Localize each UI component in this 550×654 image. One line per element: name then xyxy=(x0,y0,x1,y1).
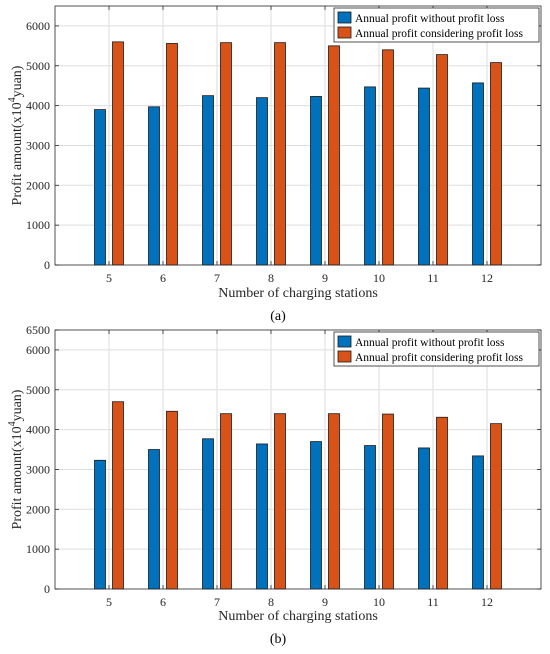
bar-without-loss xyxy=(94,109,106,266)
bar-considering-loss xyxy=(220,413,232,590)
bar-without-loss xyxy=(364,445,376,590)
bar-considering-loss xyxy=(328,413,340,590)
chart-b: 0 1000 2000 3000 4000 5000 6000 6500 5 6 7 8 9 10 11 12… xyxy=(7,323,542,647)
y-tick-label: 6500 xyxy=(26,323,50,337)
x-tick-label: 9 xyxy=(322,271,328,285)
x-tick-label: 9 xyxy=(322,595,328,609)
legend-label-considering-loss: Annual profit considering profit loss xyxy=(355,352,524,364)
y-axis-label-prefix: Profit amount(x10 xyxy=(10,426,25,529)
bar-considering-loss xyxy=(166,43,178,266)
bar-without-loss xyxy=(148,449,160,590)
bar-considering-loss xyxy=(436,54,448,266)
x-tick-label: 8 xyxy=(268,271,274,285)
y-tick-label: 1000 xyxy=(26,542,50,556)
bar-considering-loss xyxy=(112,41,124,266)
y-axis-label: Profit amount(x104yuan) xyxy=(7,389,25,529)
x-axis-label: Number of charging stations xyxy=(218,609,378,624)
x-tick-label: 8 xyxy=(268,595,274,609)
bar-without-loss xyxy=(418,447,430,590)
bar-considering-loss xyxy=(382,49,394,266)
y-tick-label: 6000 xyxy=(26,19,50,33)
legend-swatch-without-loss xyxy=(337,335,352,348)
x-tick-label: 12 xyxy=(481,271,493,285)
legend-swatch-considering-loss xyxy=(337,350,352,363)
bar-without-loss xyxy=(256,97,268,266)
legend: Annual profit without profit loss Annual … xyxy=(333,7,540,43)
y-tick-label: 2000 xyxy=(26,502,50,516)
bar-considering-loss xyxy=(166,410,178,590)
bar-without-loss xyxy=(472,455,484,590)
plot-area xyxy=(55,330,541,589)
y-tick-label: 5000 xyxy=(26,59,50,73)
bar-considering-loss xyxy=(328,45,340,266)
bar-without-loss xyxy=(256,443,268,590)
bar-without-loss xyxy=(310,96,322,266)
legend: Annual profit without profit loss Annual … xyxy=(333,331,540,367)
bar-without-loss xyxy=(418,87,430,266)
bar-considering-loss xyxy=(436,416,448,590)
y-tick-label: 3000 xyxy=(26,138,50,152)
plot-area xyxy=(55,6,541,265)
y-axis-label: Profit amount(x104yuan) xyxy=(7,65,25,205)
y-axis-label-prefix: Profit amount(x10 xyxy=(10,102,25,205)
x-tick-label: 11 xyxy=(427,271,439,285)
y-axis-label-exponent: 4 xyxy=(7,97,18,102)
panel-caption: (a) xyxy=(270,309,286,324)
y-axis-label-exponent: 4 xyxy=(7,421,18,426)
legend-swatch-considering-loss xyxy=(337,26,352,39)
axes-box xyxy=(54,5,542,266)
x-tick-label: 6 xyxy=(160,271,166,285)
x-tick-label: 5 xyxy=(106,595,112,609)
x-tick-label: 7 xyxy=(214,595,220,609)
bar-considering-loss xyxy=(274,42,286,266)
bar-without-loss xyxy=(472,82,484,266)
y-tick-label: 6000 xyxy=(26,343,50,357)
x-tick-label: 11 xyxy=(427,595,439,609)
y-tick-label: 0 xyxy=(44,258,50,272)
bar-considering-loss xyxy=(382,413,394,590)
bar-considering-loss xyxy=(274,413,286,590)
axes-box xyxy=(54,329,542,590)
bar-without-loss xyxy=(94,459,106,590)
bar-without-loss xyxy=(364,86,376,266)
panel-caption: (b) xyxy=(270,632,287,647)
x-tick-label: 6 xyxy=(160,595,166,609)
bar-considering-loss xyxy=(490,423,502,590)
legend-label-considering-loss: Annual profit considering profit loss xyxy=(355,28,524,40)
bar-considering-loss xyxy=(490,62,502,266)
y-tick-label: 5000 xyxy=(26,383,50,397)
x-tick-label: 12 xyxy=(481,595,493,609)
x-tick-label: 10 xyxy=(373,271,385,285)
y-tick-label: 4000 xyxy=(26,99,50,113)
bar-considering-loss xyxy=(220,42,232,266)
legend-box xyxy=(333,7,540,43)
bar-without-loss xyxy=(202,438,214,590)
bar-without-loss xyxy=(202,95,214,266)
y-tick-label: 0 xyxy=(44,582,50,596)
x-tick-label: 10 xyxy=(373,595,385,609)
legend-label-without-loss: Annual profit without profit loss xyxy=(355,337,505,349)
bar-considering-loss xyxy=(112,401,124,590)
legend-label-without-loss: Annual profit without profit loss xyxy=(355,13,505,25)
y-tick-label: 3000 xyxy=(26,462,50,476)
y-axis-label-suffix: yuan) xyxy=(10,389,25,421)
y-tick-label: 1000 xyxy=(26,218,50,232)
legend-box xyxy=(333,331,540,367)
legend-swatch-without-loss xyxy=(337,11,352,24)
y-axis-label-suffix: yuan) xyxy=(10,65,25,97)
y-tick-label: 4000 xyxy=(26,423,50,437)
chart-a: 0 1000 2000 3000 4000 5000 6000 5 6 7 8 9 10 11 12 Numb… xyxy=(7,5,542,324)
x-axis-label: Number of charging stations xyxy=(218,286,378,301)
x-tick-label: 7 xyxy=(214,271,220,285)
bar-without-loss xyxy=(148,106,160,266)
x-tick-label: 5 xyxy=(106,271,112,285)
bar-without-loss xyxy=(310,441,322,590)
y-tick-label: 2000 xyxy=(26,178,50,192)
